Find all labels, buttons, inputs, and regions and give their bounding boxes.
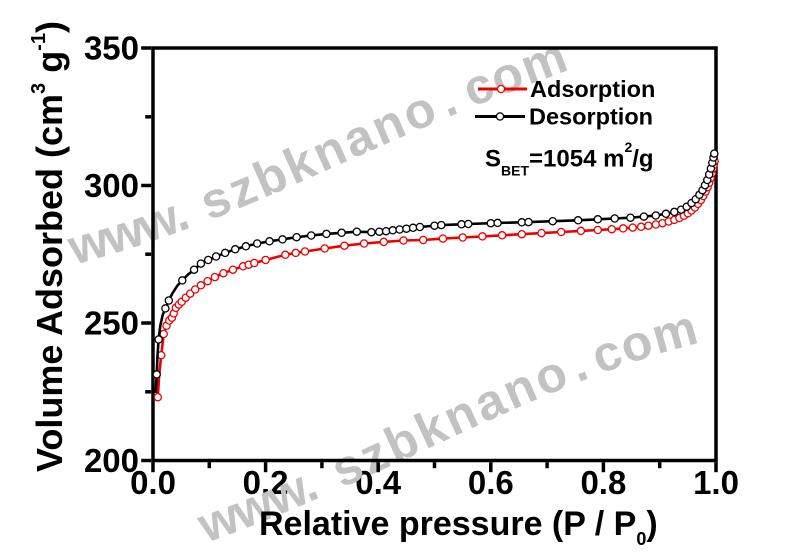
svg-text:200: 200 (84, 442, 139, 479)
svg-text:350: 350 (84, 30, 139, 67)
svg-text:300: 300 (84, 167, 139, 204)
svg-text:Volume Adsorbed (cm3 g-1): Volume Adsorbed (cm3 g-1) (28, 21, 70, 472)
svg-text:Desorption: Desorption (529, 104, 653, 130)
svg-text:Relative pressure (P / P0): Relative pressure (P / P0) (259, 505, 658, 549)
svg-text:250: 250 (84, 305, 139, 342)
svg-text:Adsorption: Adsorption (530, 76, 655, 102)
